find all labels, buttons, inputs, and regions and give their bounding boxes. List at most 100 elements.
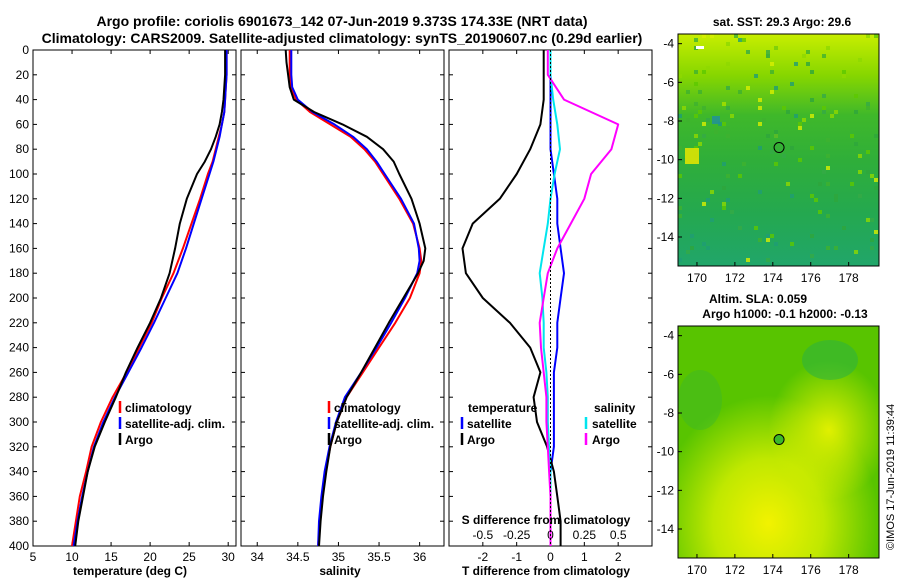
legend-label-satellite-adj: satellite-adj. clim. <box>334 417 434 431</box>
sst-pixel <box>686 118 690 122</box>
y-tick-label: 220 <box>9 316 29 330</box>
sla-map-subtitle: Argo h1000: -0.1 h2000: -0.13 <box>702 307 868 321</box>
lat-tick-label: -12 <box>657 483 675 497</box>
sst-cool-patch <box>712 116 720 124</box>
difference-top-xlabel: S difference from climatology <box>462 513 631 527</box>
sst-pixel <box>834 198 838 202</box>
sst-pixel <box>774 162 778 166</box>
sst-pixel <box>678 114 682 118</box>
sst-pixel <box>726 174 730 178</box>
lon-tick-label: 174 <box>763 563 783 577</box>
sst-pixel <box>810 254 814 258</box>
sst-pixel <box>770 90 774 94</box>
legend-label-satellite-adj: satellite-adj. clim. <box>125 417 225 431</box>
salinity-depth-ticks <box>241 49 444 547</box>
sst-pixel <box>826 214 830 218</box>
lat-tick-label: -10 <box>657 445 675 459</box>
sst-pixel <box>822 110 826 114</box>
series-line-temperature-argo <box>461 50 562 546</box>
sst-warm-patch <box>685 148 699 164</box>
sst-pixel <box>774 130 778 134</box>
sst-pixel <box>726 198 730 202</box>
sst-pixel <box>754 226 758 230</box>
sst-pixel <box>818 182 822 186</box>
sst-pixel <box>774 242 778 246</box>
sst-pixel <box>774 86 778 90</box>
x-tick-label: 34.5 <box>286 550 310 564</box>
sst-pixel <box>826 246 830 250</box>
lat-tick-label: -10 <box>657 153 675 167</box>
sst-pixel <box>726 42 730 46</box>
sst-pixel <box>866 102 870 106</box>
sst-pixel <box>746 258 750 262</box>
sst-pixel <box>686 90 690 94</box>
x-tick-label: 35 <box>332 550 346 564</box>
sst-pixel <box>746 86 750 90</box>
sst-pixel <box>874 34 878 38</box>
sst-pixel <box>706 118 710 122</box>
y-tick-label: 260 <box>9 365 29 379</box>
sst-pixel <box>786 182 790 186</box>
y-tick-label: 360 <box>9 489 29 503</box>
x-tick-label: 36 <box>413 550 427 564</box>
sst-pixel <box>702 34 706 38</box>
sst-pixel <box>842 74 846 78</box>
sst-pixel <box>854 142 858 146</box>
sst-pixel <box>786 110 790 114</box>
temperature-x-axis: 5 10 15 20 25 30 <box>30 50 236 564</box>
sst-pixel <box>874 134 878 138</box>
sst-pixel <box>818 210 822 214</box>
sst-pixel <box>722 102 726 106</box>
sst-pixel <box>866 170 870 174</box>
sla-map-title: Altim. SLA: 0.059 <box>709 292 807 306</box>
y-tick-label: 60 <box>16 117 30 131</box>
sst-pixel <box>770 150 774 154</box>
figure-title-line1: Argo profile: coriolis 6901673_142 07-Ju… <box>96 13 587 29</box>
legend-label-temp-satellite: satellite <box>467 417 512 431</box>
sst-pixel <box>854 110 858 114</box>
sst-pixel <box>758 122 762 126</box>
sst-pixel <box>722 206 726 210</box>
sst-pixel <box>726 126 730 130</box>
sst-pixel <box>698 142 702 146</box>
sst-pixel <box>758 190 762 194</box>
sst-map-frame <box>677 33 880 267</box>
x-tick-label: 0 <box>547 550 554 564</box>
sst-pixel <box>698 90 702 94</box>
lat-tick-label: -4 <box>663 329 674 343</box>
salinity-panel: 34 34.5 35 35.5 36 salinity climatology sate… <box>240 49 445 578</box>
legend-title-salinity: salinity <box>594 401 636 415</box>
sst-pixel <box>678 174 682 178</box>
lon-tick-label: 176 <box>801 563 821 577</box>
sst-pixel <box>714 130 718 134</box>
x-tick-label: 30 <box>222 550 236 564</box>
sst-pixel <box>706 246 710 250</box>
sst-pixel <box>866 34 870 38</box>
lon-tick-label: 170 <box>687 271 707 285</box>
sst-pixel <box>758 146 762 150</box>
sst-pixel <box>858 154 862 158</box>
sst-pixel <box>810 70 814 74</box>
sla-lon-axis: 170 172 174 176 178 <box>687 554 859 577</box>
lon-tick-label: 172 <box>725 563 745 577</box>
sst-pixel <box>850 134 854 138</box>
sst-pixel <box>746 50 750 54</box>
y-tick-label: 300 <box>9 415 29 429</box>
sst-pixel <box>706 198 710 202</box>
lon-tick-label: 176 <box>801 271 821 285</box>
sst-pixel <box>742 38 746 42</box>
sla-map-panel: Altim. SLA: 0.059 Argo h1000: -0.1 h2000… <box>657 292 880 577</box>
sst-pixel <box>758 238 762 242</box>
argo-location-marker <box>773 142 785 154</box>
y-tick-label: 340 <box>9 465 29 479</box>
y-tick-label: 120 <box>9 192 29 206</box>
sst-pixel <box>678 74 682 78</box>
sst-pixel <box>798 126 802 130</box>
sst-pixel <box>798 158 802 162</box>
sst-pixel <box>730 210 734 214</box>
lon-tick-label: 178 <box>839 563 859 577</box>
sst-pixel <box>822 94 826 98</box>
sst-pixel <box>810 146 814 150</box>
legend-label-argo: Argo <box>125 433 153 447</box>
